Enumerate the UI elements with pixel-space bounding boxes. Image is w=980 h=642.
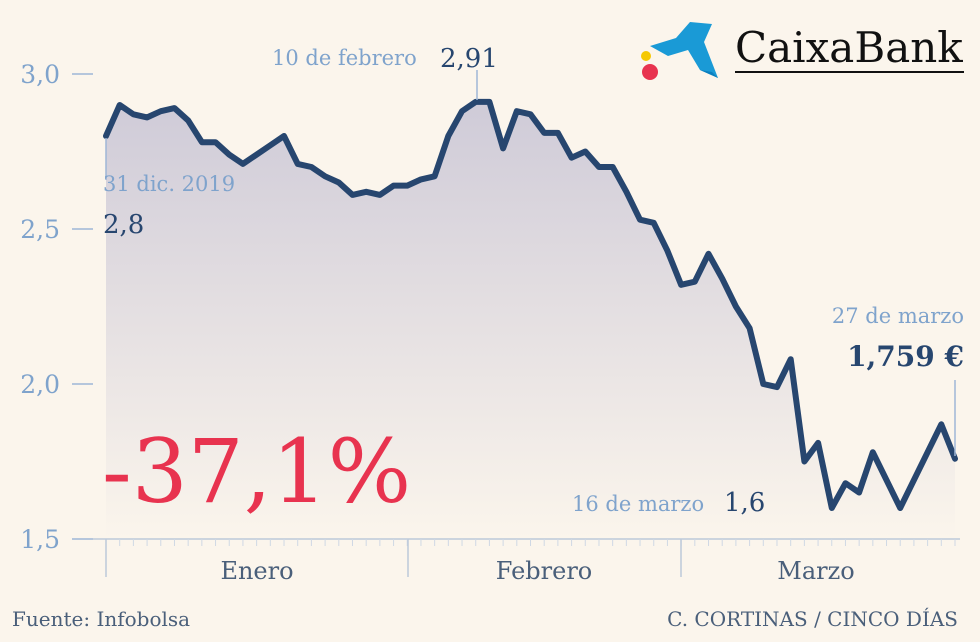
caixabank-star-logo: [641, 22, 718, 80]
month-label-enero: Enero: [220, 557, 293, 585]
y-tick-label: 3,0: [20, 60, 60, 89]
brand-name: CaixaBank: [735, 23, 963, 72]
price-area-fill: [106, 101, 955, 540]
y-tick-label: 1,5: [20, 525, 60, 554]
start-value-label: 2,8: [103, 210, 144, 240]
start-date-label: 31 dic. 2019: [103, 172, 235, 196]
x-axis-minor-ticks: [105, 539, 956, 546]
month-label-marzo: Marzo: [777, 557, 854, 585]
credit-label: C. CORTINAS / CINCO DÍAS: [667, 607, 958, 631]
percent-change: -37,1%: [102, 420, 411, 523]
low-value-label: 1,6: [724, 488, 765, 518]
y-axis: 3,0 2,5 2,0 1,5: [20, 60, 93, 554]
month-label-febrero: Febrero: [496, 557, 593, 585]
end-date-label: 27 de marzo: [832, 304, 964, 328]
price-line: [103, 98, 958, 511]
end-value-label: 1,759 €: [847, 340, 964, 373]
peak-value-label: 2,91: [440, 44, 498, 74]
y-tick-label: 2,0: [20, 370, 60, 399]
peak-date-label: 10 de febrero: [272, 46, 417, 70]
source-label: Fuente: Infobolsa: [12, 607, 190, 631]
y-tick-label: 2,5: [20, 215, 60, 244]
low-date-label: 16 de marzo: [572, 492, 704, 516]
x-axis: Enero Febrero Marzo: [93, 538, 960, 585]
